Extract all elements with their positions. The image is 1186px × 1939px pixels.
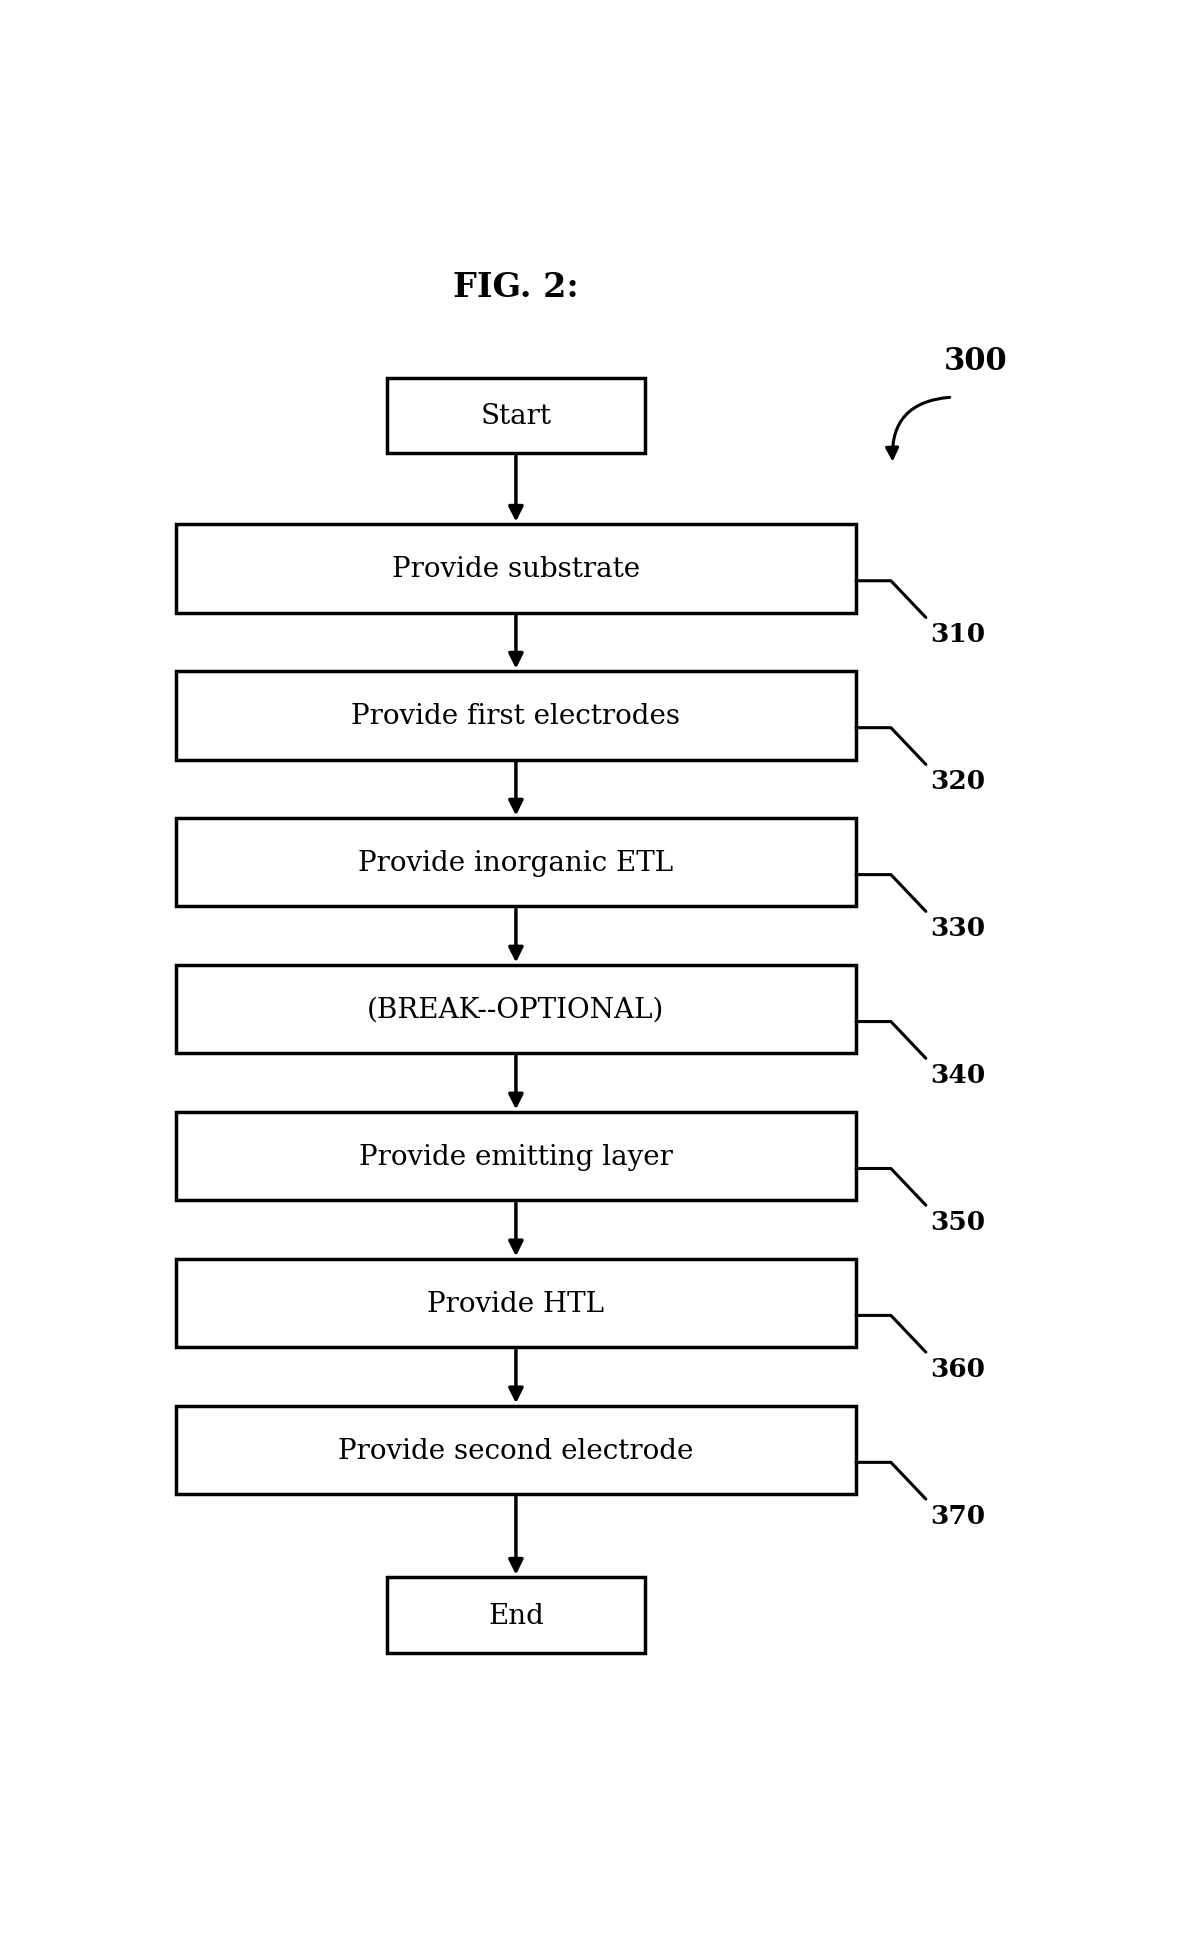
FancyBboxPatch shape (176, 1406, 856, 1495)
Text: FIG. 2:: FIG. 2: (453, 271, 579, 304)
FancyBboxPatch shape (176, 1113, 856, 1200)
Text: 370: 370 (931, 1503, 986, 1528)
Text: 330: 330 (931, 915, 986, 940)
FancyBboxPatch shape (387, 1578, 645, 1654)
FancyBboxPatch shape (176, 673, 856, 760)
Text: 320: 320 (931, 768, 986, 793)
Text: End: End (487, 1602, 544, 1629)
Text: 340: 340 (931, 1063, 986, 1088)
FancyArrowPatch shape (887, 397, 950, 460)
Text: (BREAK--OPTIONAL): (BREAK--OPTIONAL) (368, 997, 664, 1024)
Text: 360: 360 (931, 1355, 986, 1381)
FancyBboxPatch shape (176, 1260, 856, 1348)
Text: Provide second electrode: Provide second electrode (338, 1437, 694, 1464)
Text: Provide emitting layer: Provide emitting layer (359, 1144, 672, 1169)
Text: Provide HTL: Provide HTL (427, 1289, 605, 1317)
Text: Provide substrate: Provide substrate (391, 556, 640, 584)
Text: 350: 350 (931, 1210, 986, 1235)
Text: 300: 300 (943, 345, 1007, 376)
Text: Start: Start (480, 403, 551, 430)
Text: Provide first electrodes: Provide first electrodes (351, 702, 681, 729)
FancyBboxPatch shape (176, 966, 856, 1055)
FancyBboxPatch shape (176, 818, 856, 907)
FancyBboxPatch shape (176, 525, 856, 613)
Text: 310: 310 (931, 622, 986, 648)
Text: Provide inorganic ETL: Provide inorganic ETL (358, 849, 674, 876)
FancyBboxPatch shape (387, 378, 645, 454)
